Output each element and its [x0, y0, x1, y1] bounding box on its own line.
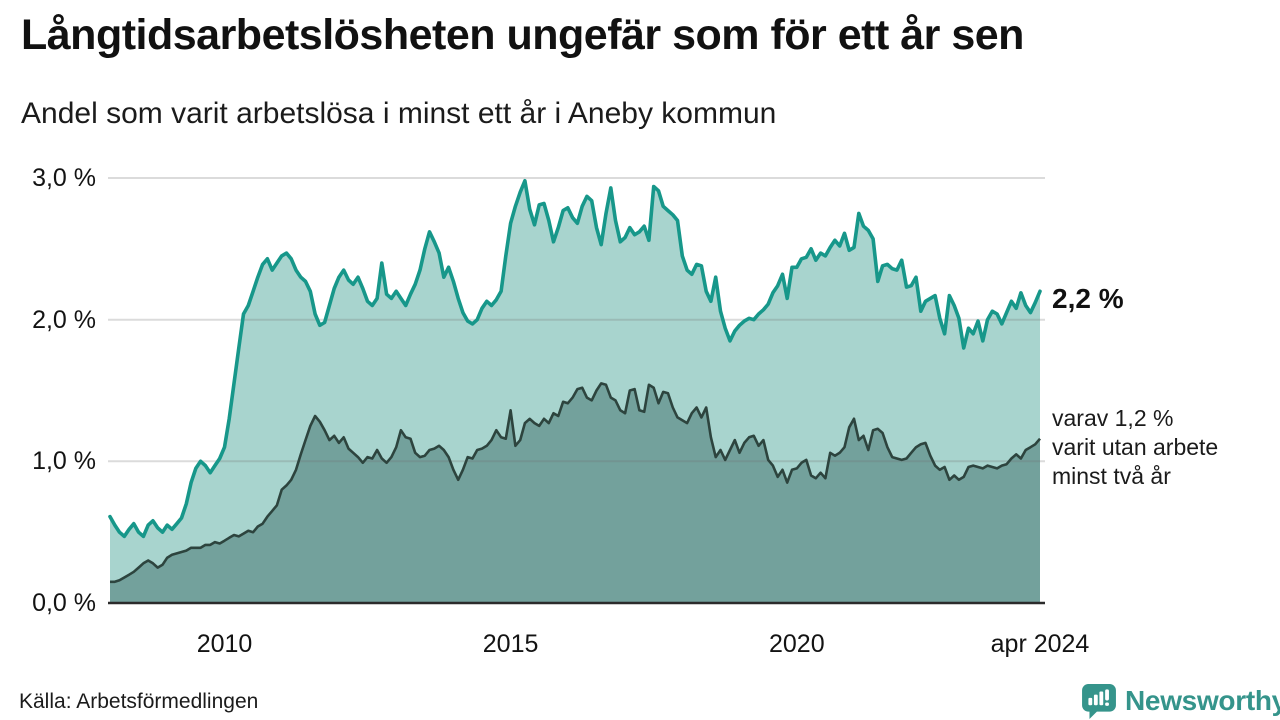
newsworthy-logo-icon [1082, 684, 1116, 719]
source-note: Källa: Arbetsförmedlingen [19, 690, 259, 713]
brand-wordmark: Newsworthy [1125, 685, 1280, 716]
chart-title: Långtidsarbetslösheten ungefär som för e… [21, 11, 1024, 59]
annotation-line: varav 1,2 % [1052, 404, 1174, 431]
y-tick-label: 0,0 % [32, 589, 96, 617]
brand-logo: Newsworthy [1081, 683, 1280, 719]
x-tick-label: 2020 [768, 630, 825, 658]
y-tick-label: 3,0 % [32, 164, 96, 192]
series-end-label-total: 2,2 % [1052, 283, 1124, 315]
x-tick-label: apr 2024 [990, 630, 1090, 658]
annotation-line: varit utan arbete [1052, 433, 1219, 460]
y-tick-label: 1,0 % [32, 447, 96, 476]
area-subset [110, 383, 1040, 603]
x-tick-label: 2015 [482, 630, 539, 658]
line-total [108, 179, 1042, 539]
series-end-label-subset: varav 1,2 % varit utan arbete minst två … [1052, 404, 1218, 491]
chart-subtitle: Andel som varit arbetslösa i minst ett å… [21, 97, 777, 130]
y-tick-label: 2,0 % [32, 305, 96, 334]
annotation-line: minst två år [1052, 462, 1171, 489]
x-tick-label: 2010 [196, 630, 253, 658]
line-subset [110, 382, 1041, 584]
